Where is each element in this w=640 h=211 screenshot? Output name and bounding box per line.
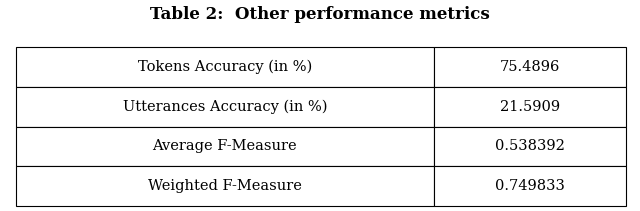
Text: 0.749833: 0.749833: [495, 179, 564, 193]
Text: 75.4896: 75.4896: [500, 60, 560, 74]
Text: Utterances Accuracy (in %): Utterances Accuracy (in %): [123, 100, 327, 114]
Text: Tokens Accuracy (in %): Tokens Accuracy (in %): [138, 60, 312, 74]
Text: 0.538392: 0.538392: [495, 139, 564, 153]
Text: Weighted F-Measure: Weighted F-Measure: [148, 179, 302, 193]
Text: Table 2:  Other performance metrics: Table 2: Other performance metrics: [150, 6, 490, 23]
Text: 21.5909: 21.5909: [500, 100, 560, 114]
Text: Average F-Measure: Average F-Measure: [152, 139, 297, 153]
